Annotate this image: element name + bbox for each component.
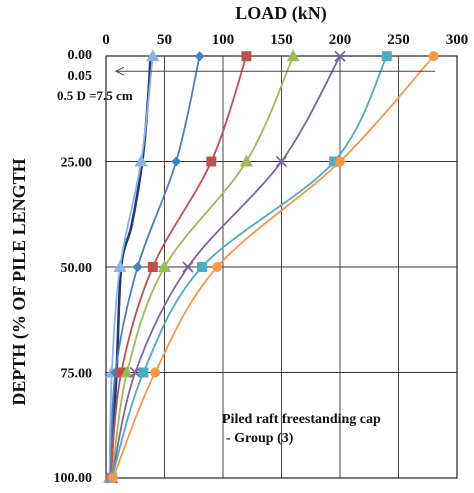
data-point-diamond: [171, 156, 182, 167]
data-point-square: [147, 262, 158, 272]
data-point-diamond: [194, 51, 205, 62]
data-point-diamond: [132, 262, 143, 272]
data-point-triangle: [146, 49, 160, 62]
data-point-circle: [212, 262, 223, 272]
y-tick-labels: 0.00 0.05 25.00 50.00 75.00 100.00: [54, 48, 93, 486]
data-point-square: [138, 367, 149, 378]
y-tick-label: 50.00: [61, 261, 93, 276]
annotation-line-2: - Group (3): [226, 431, 294, 446]
data-point-triangle: [113, 260, 127, 272]
data-point-circle: [108, 473, 119, 483]
x-tick-label: 0: [102, 32, 110, 48]
y-tick-label: 100.00: [54, 471, 93, 486]
x-tick-label: 300: [446, 32, 469, 48]
data-point-x: [334, 50, 346, 62]
series-8: [108, 51, 439, 483]
data-point-triangle: [120, 365, 134, 378]
x-tick-label: 100: [212, 32, 235, 48]
x-tick-label: 150: [270, 32, 293, 48]
data-point-triangle: [158, 260, 171, 272]
x-tick-labels: 0 50 100 150 200 250 300: [102, 32, 468, 48]
arrow-head: [114, 66, 125, 76]
data-point-x: [182, 261, 194, 273]
data-point-circle: [150, 367, 161, 378]
data-point-square: [206, 156, 217, 167]
data-point-circle: [335, 156, 345, 167]
data-point-triangle: [134, 154, 148, 167]
x-tick-label: 50: [157, 32, 172, 48]
x-axis-title: LOAD (kN): [235, 3, 327, 24]
y-tick-label: 0.00: [68, 48, 93, 63]
surface-arrow: [114, 66, 435, 76]
grid-lines: [105, 55, 458, 479]
depth-annotation: 0.5 D =7.5 cm: [57, 88, 133, 103]
annotation-line-1: Piled raft freestanding cap: [222, 412, 381, 427]
data-point-x: [275, 155, 288, 168]
data-point-square: [329, 156, 340, 167]
series-layer: [103, 49, 439, 484]
data-point-square: [381, 51, 392, 62]
y-tick-label: 0.05: [68, 69, 93, 84]
y-tick-label: 75.00: [61, 367, 93, 382]
data-point-square: [196, 262, 207, 272]
x-tick-label: 250: [387, 32, 410, 48]
y-axis-title: DEPTH (% OF PILE LENGTH: [9, 158, 30, 405]
data-point-square: [116, 367, 127, 378]
data-point-circle: [428, 51, 439, 62]
x-tick-label: 200: [329, 32, 352, 48]
y-tick-label: 25.00: [61, 156, 93, 171]
series-2: [103, 49, 160, 483]
data-point-square: [241, 51, 252, 62]
data-point-triangle: [239, 154, 253, 167]
data-point-triangle: [286, 49, 300, 62]
